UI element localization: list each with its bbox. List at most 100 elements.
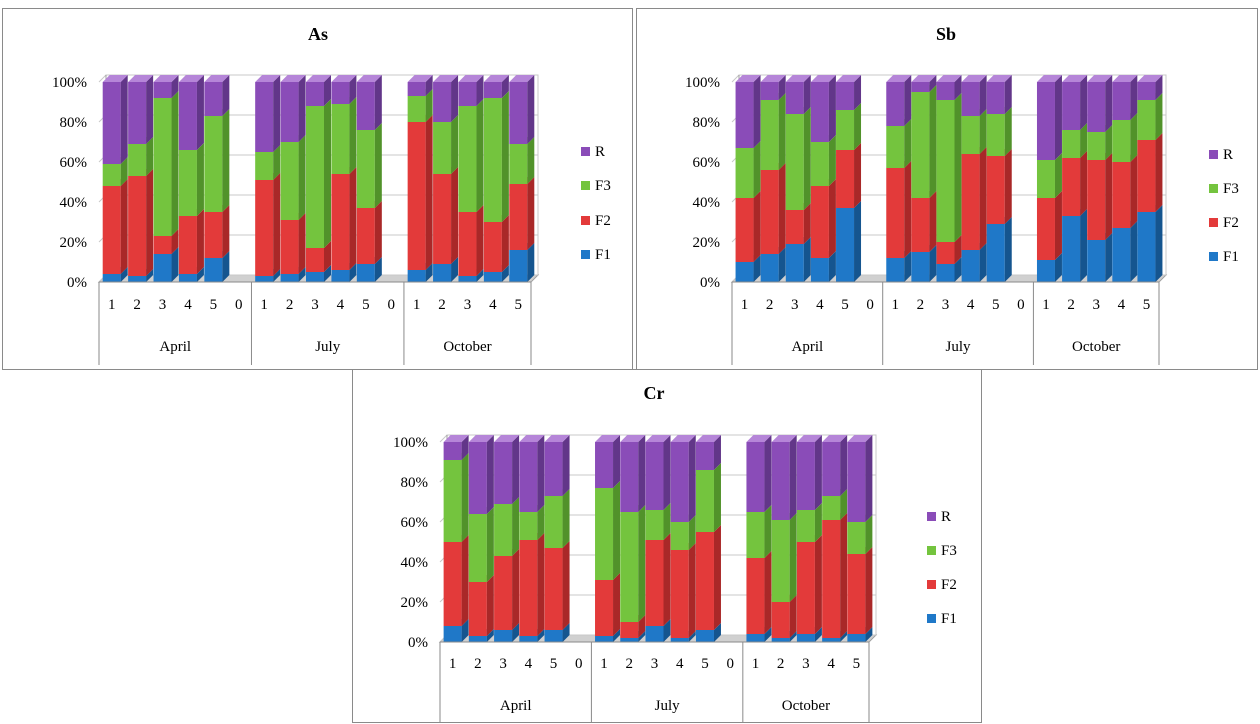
bar-front bbox=[936, 82, 955, 100]
bar-segment-f2 bbox=[911, 191, 937, 252]
bar-side bbox=[688, 515, 696, 550]
bar-top bbox=[735, 75, 761, 82]
bar-top bbox=[670, 435, 696, 442]
chart-cr: Cr 0% 20% 40% 60% 80% 100% 1 2 3 4 5 0 April 1 2 3 4 5 0 Jul… bbox=[393, 383, 957, 722]
bar-front bbox=[153, 254, 172, 282]
bar-side bbox=[1054, 191, 1062, 260]
bar-front bbox=[331, 174, 350, 270]
bar-front bbox=[494, 630, 513, 642]
bar-side bbox=[461, 535, 469, 626]
bar-side bbox=[789, 631, 797, 642]
bar-side bbox=[1155, 205, 1163, 282]
bar-front bbox=[1112, 82, 1131, 120]
x-tick-label: 2 bbox=[286, 297, 294, 313]
bar-side bbox=[537, 629, 545, 642]
legend-label: R bbox=[941, 509, 951, 525]
bar-side bbox=[789, 435, 797, 520]
bar-segment-r bbox=[810, 75, 836, 142]
bar-front bbox=[620, 638, 639, 642]
bar-side bbox=[486, 575, 494, 636]
chart-panel-as: As 0% 20% 40% 60% 80% 100% 1 2 3 4 5 0 April 1 2 3 4 5 0 Jul… bbox=[2, 8, 633, 370]
chart-sb: Sb 0% 20% 40% 60% 80% 100% 1 2 3 4 5 0 April 1 2 3 4 5 0 Jul… bbox=[685, 24, 1239, 365]
x-tick-label: 4 bbox=[967, 297, 975, 313]
bar-segment-f2 bbox=[255, 173, 281, 276]
bar-side bbox=[349, 167, 357, 270]
bar-side bbox=[929, 85, 937, 198]
bar-front bbox=[519, 442, 538, 512]
bar-segment-f2 bbox=[356, 201, 382, 264]
bar-side bbox=[828, 179, 836, 258]
x-tick-label: 2 bbox=[133, 297, 141, 313]
legend-item-r: R bbox=[581, 144, 605, 160]
legend-item-f3: F3 bbox=[1209, 181, 1239, 197]
bar-top bbox=[468, 435, 494, 442]
legend-label: F3 bbox=[1223, 181, 1239, 197]
bar-segment-r bbox=[847, 435, 873, 522]
bar-front bbox=[735, 198, 754, 262]
bar-side bbox=[461, 453, 469, 542]
bar-front bbox=[1112, 120, 1131, 162]
x-tick-label: 4 bbox=[525, 656, 533, 672]
x-tick-label: 4 bbox=[676, 656, 684, 672]
bar-segment-f3 bbox=[620, 505, 646, 622]
bar-front bbox=[886, 258, 905, 282]
bar-side bbox=[638, 505, 646, 622]
bar-segment-f2 bbox=[178, 209, 204, 274]
bar-segment-f2 bbox=[822, 513, 848, 638]
bar-front bbox=[128, 276, 147, 282]
bar-front bbox=[1112, 228, 1131, 282]
bar-segment-f2 bbox=[886, 161, 912, 258]
bar-side bbox=[562, 489, 570, 548]
bar-side bbox=[298, 267, 306, 282]
bar-front bbox=[886, 82, 905, 126]
bar-front bbox=[494, 556, 513, 630]
bar-side bbox=[753, 75, 761, 148]
bar-top bbox=[178, 75, 204, 82]
bar-front bbox=[645, 510, 664, 540]
bar-front bbox=[670, 550, 689, 638]
bar-top bbox=[1112, 75, 1138, 82]
bar-front bbox=[1062, 216, 1081, 282]
bar-segment-f3 bbox=[443, 453, 469, 542]
bar-side bbox=[764, 435, 772, 512]
bar-front bbox=[483, 222, 502, 272]
bar-side bbox=[120, 75, 128, 164]
bar-side bbox=[1080, 151, 1088, 216]
bar-front bbox=[204, 82, 223, 116]
bar-front bbox=[128, 176, 147, 276]
bar-front bbox=[178, 216, 197, 274]
bar-front bbox=[695, 442, 714, 470]
bar-front bbox=[695, 532, 714, 630]
bar-side bbox=[613, 573, 621, 636]
bar-side bbox=[840, 631, 848, 642]
bar-side bbox=[512, 549, 520, 630]
x-tick-label: 3 bbox=[651, 656, 659, 672]
x-tick-label: 2 bbox=[438, 297, 446, 313]
bar-front bbox=[306, 248, 324, 272]
bar-side bbox=[527, 75, 535, 144]
bar-segment-f3 bbox=[1137, 93, 1163, 140]
gridline-side bbox=[98, 74, 107, 83]
bar-front bbox=[986, 82, 1005, 114]
legend-swatch bbox=[1209, 252, 1218, 261]
bar-front bbox=[595, 488, 614, 580]
bar-front bbox=[1137, 212, 1156, 282]
bar-side bbox=[171, 229, 179, 254]
y-tick-label: 80% bbox=[60, 115, 88, 131]
bar-top bbox=[796, 435, 822, 442]
bar-segment-f3 bbox=[936, 93, 962, 242]
y-tick-label: 40% bbox=[60, 195, 88, 211]
bar-side bbox=[713, 525, 721, 630]
bar-front bbox=[911, 82, 930, 92]
bar-front bbox=[822, 442, 841, 496]
legend-swatch bbox=[1209, 218, 1218, 227]
x-tick-label: 1 bbox=[413, 297, 421, 313]
bar-front bbox=[796, 634, 815, 642]
x-tick-label: 2 bbox=[766, 297, 774, 313]
bar-side bbox=[904, 119, 912, 168]
bar-front bbox=[1137, 100, 1156, 140]
bar-segment-r bbox=[178, 75, 204, 150]
bar-side bbox=[562, 541, 570, 630]
bar-segment-f2 bbox=[468, 575, 494, 636]
bar-segment-r bbox=[771, 435, 797, 520]
